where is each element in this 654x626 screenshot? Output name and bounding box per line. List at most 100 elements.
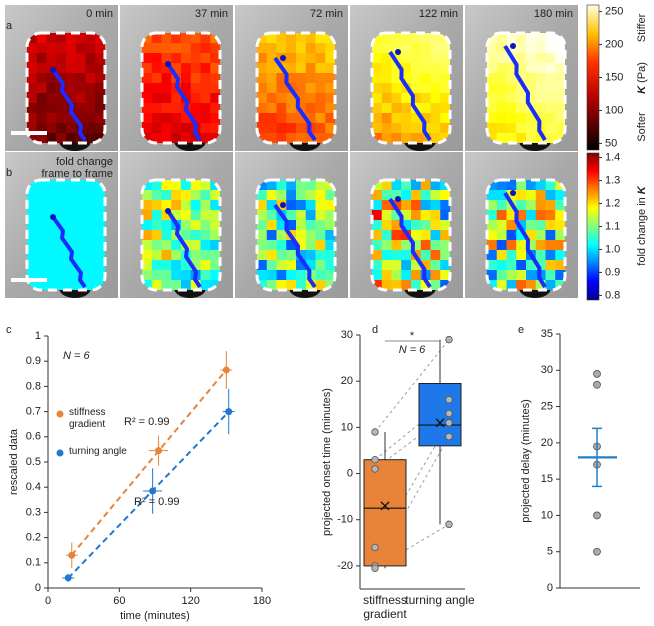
heatmap-cell (315, 230, 326, 241)
heatmap-cell (266, 280, 277, 290)
heatmap-cell (325, 240, 335, 251)
heatmap-cell (411, 260, 422, 271)
heatmap-cell (411, 220, 422, 231)
heatmap-cell (296, 200, 307, 211)
heatmap-cell (286, 210, 297, 221)
heatmap-cell (430, 220, 441, 231)
heatmap-cell (95, 210, 105, 221)
colorbar-tick-label: 50 (605, 137, 617, 149)
heatmap-cell (487, 113, 498, 124)
heatmap-cell (496, 103, 507, 114)
heatmap-cell (420, 180, 431, 191)
heatmap-cell (66, 43, 77, 54)
heatmap-cell (257, 190, 268, 201)
heatmap-cell (535, 33, 546, 44)
heatmap-cell (36, 280, 47, 290)
heatmap-cell (545, 230, 556, 241)
heatmap-cell (171, 190, 182, 201)
heatmap-cell (506, 63, 517, 74)
heatmap-cell (46, 53, 57, 64)
heatmap-cell (305, 260, 316, 271)
heatmap-cell (372, 250, 383, 261)
heatmap-cell (496, 113, 507, 124)
heatmap-cell (496, 190, 507, 201)
heatmap-cell (391, 240, 402, 251)
heatmap-cell (391, 220, 402, 231)
heatmap-cell (142, 103, 153, 114)
heatmap-cell (496, 180, 507, 191)
heatmap-cell (56, 123, 67, 134)
heatmap-cell (266, 33, 277, 44)
heatmap-cell (325, 63, 335, 74)
heatmap-cell (95, 240, 105, 251)
heatmap-cell (161, 250, 172, 261)
heatmap-cell (401, 53, 412, 64)
heatmap-cell (487, 180, 498, 191)
heatmap-cell (276, 93, 287, 104)
heatmap-cell (381, 280, 392, 290)
heatmap-cell (391, 200, 402, 211)
colorbar-tick-label: 1.3 (605, 174, 620, 186)
heatmap-cell (46, 43, 57, 54)
cell-track (273, 56, 317, 142)
scale-bar (11, 131, 47, 135)
heatmap-cell (305, 63, 316, 74)
outline (370, 178, 452, 292)
heatmap-cell (555, 240, 565, 251)
heatmap-cell (75, 280, 86, 290)
heatmap-cell (381, 73, 392, 84)
heatmap-cell (516, 33, 527, 44)
heatmap-cell (56, 103, 67, 114)
heatmap-cell (296, 210, 307, 221)
heatmap-cell (142, 230, 153, 241)
heatmap-cell (210, 190, 220, 201)
heatmap-cell (401, 190, 412, 201)
heatmap-cell (75, 73, 86, 84)
point (593, 370, 601, 378)
heatmap-cell (296, 103, 307, 114)
heatmap-cell (325, 220, 335, 231)
heatmap-cell (325, 230, 335, 241)
heatmap-cell (151, 230, 162, 241)
heatmap-cell (526, 240, 537, 251)
colorbar-tick-label: 1.1 (605, 220, 620, 232)
heatmap-cell (401, 220, 412, 231)
heatmap-cell (85, 210, 96, 221)
heatmap-cell (142, 210, 153, 221)
heatmap-cell (161, 210, 172, 221)
heatmap-cell (286, 180, 297, 191)
heatmap-cell (487, 73, 498, 84)
heatmap-cell (545, 33, 556, 44)
heatmap (27, 180, 105, 290)
y-tick-label: 0.5 (26, 456, 41, 468)
y-tick-label: 0.8 (26, 380, 41, 392)
heatmap-cell (381, 53, 392, 64)
heatmap-cell (506, 180, 517, 191)
heatmap-cell (190, 250, 201, 261)
y-tick-label: 0 (547, 582, 553, 594)
heatmap-cell (487, 83, 498, 94)
heatmap-cell (526, 113, 537, 124)
heatmap-cell (372, 190, 383, 201)
heatmap-cell (545, 270, 556, 281)
heatmap-cell (420, 280, 431, 290)
heatmap-cell (171, 63, 182, 74)
colorbar (586, 4, 600, 151)
heatmap-cell (161, 270, 172, 281)
legend-marker (56, 449, 64, 457)
heatmap-cell (85, 250, 96, 261)
heatmap-cell (555, 93, 565, 104)
time-label: 122 min (419, 8, 458, 20)
heatmap-cell (85, 73, 96, 84)
y-tick-label: 20 (541, 437, 553, 449)
heatmap-cell (391, 83, 402, 94)
heatmap-cell (535, 83, 546, 94)
heatmap-cell (545, 260, 556, 271)
heatmap-cell (181, 83, 192, 94)
heatmap (372, 180, 450, 290)
heatmap-cell (151, 280, 162, 290)
heatmap-cell (36, 33, 47, 44)
heatmap-cell (496, 93, 507, 104)
heatmap-cell (75, 200, 86, 211)
heatmap-cell (391, 63, 402, 74)
